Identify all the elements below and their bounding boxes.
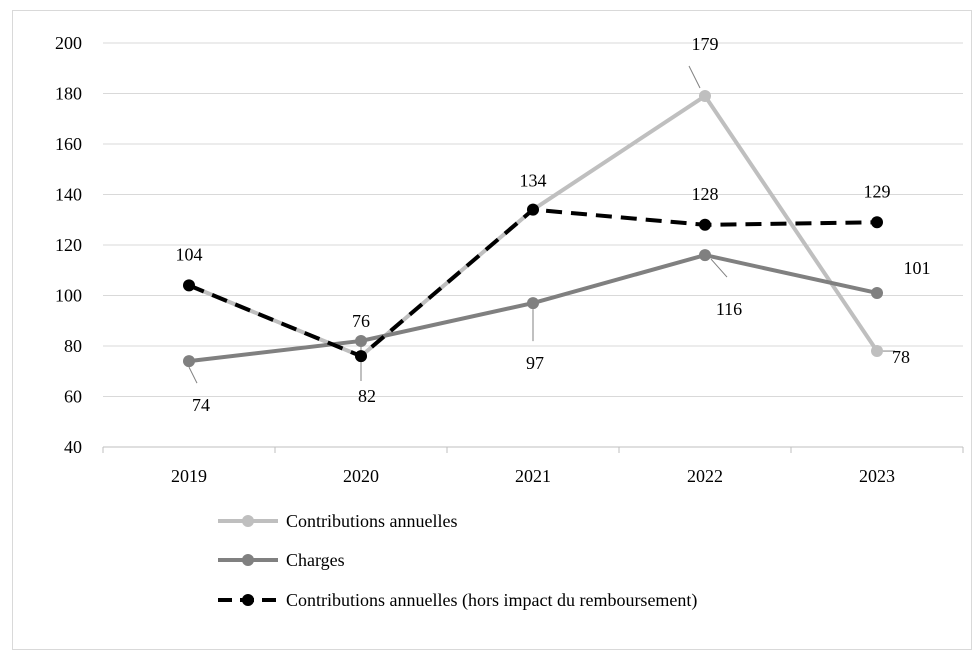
- data-point: [871, 216, 883, 229]
- data-label: 101: [904, 258, 931, 278]
- y-tick-label: 100: [55, 286, 82, 306]
- data-label: 116: [716, 299, 742, 319]
- data-label: 76: [352, 311, 370, 331]
- data-point: [355, 350, 367, 363]
- x-tick-label: 2022: [687, 466, 723, 486]
- data-label: 78: [892, 347, 910, 367]
- data-point: [183, 355, 195, 368]
- data-point: [699, 249, 711, 262]
- data-label: 134: [520, 171, 547, 191]
- y-tick-label: 40: [64, 437, 82, 457]
- x-tick-label: 2019: [171, 466, 207, 486]
- legend-label: Contributions annuelles: [286, 511, 457, 531]
- x-axis-tick-labels: 2019 2020 2021 2022 2023: [171, 466, 895, 486]
- data-label: 128: [692, 184, 719, 204]
- y-tick-label: 200: [55, 33, 82, 53]
- y-tick-label: 180: [55, 84, 82, 104]
- leader-line: [188, 366, 198, 384]
- data-point: [699, 90, 711, 103]
- legend-label: Contributions annuelles (hors impact du …: [286, 590, 697, 611]
- data-label: 74: [192, 395, 210, 415]
- data-label: 129: [864, 181, 891, 201]
- y-axis-tick-labels: 40 60 80 100 120 140 160 180 200: [55, 33, 82, 457]
- data-label: 82: [358, 386, 376, 406]
- y-tick-label: 80: [64, 336, 82, 356]
- data-point: [871, 345, 883, 358]
- y-tick-label: 140: [55, 185, 82, 205]
- legend-swatch-marker: [242, 554, 254, 566]
- data-label: 104: [176, 244, 203, 264]
- data-point: [527, 297, 539, 310]
- legend-label: Charges: [286, 550, 345, 570]
- data-point: [527, 203, 539, 216]
- x-tick-label: 2023: [859, 466, 895, 486]
- label-leader-lines: [188, 65, 895, 384]
- line-chart: 40 60 80 100 120 140 160 180 200 2019 2020 2021 202…: [55, 33, 964, 611]
- data-point: [355, 334, 367, 347]
- y-tick-label: 160: [55, 134, 82, 154]
- data-label: 179: [692, 34, 719, 54]
- series-lines: [183, 90, 883, 368]
- legend: Contributions annuelles Charges Contributi…: [218, 511, 697, 611]
- data-point: [699, 218, 711, 231]
- x-axis: [102, 446, 964, 453]
- legend-swatch-marker: [242, 515, 254, 527]
- leader-line: [710, 258, 728, 278]
- gridlines: [103, 42, 963, 397]
- y-tick-label: 60: [64, 387, 82, 407]
- legend-swatch-marker: [242, 594, 254, 606]
- leader-line: [688, 65, 701, 89]
- data-label: 97: [526, 353, 544, 373]
- data-labels: 179 78 74 82 97 116 101 104 76 134 128 129: [176, 34, 931, 415]
- x-tick-label: 2020: [343, 466, 379, 486]
- y-tick-label: 120: [55, 235, 82, 255]
- x-tick-label: 2021: [515, 466, 551, 486]
- data-point: [871, 286, 883, 299]
- data-point: [183, 279, 195, 292]
